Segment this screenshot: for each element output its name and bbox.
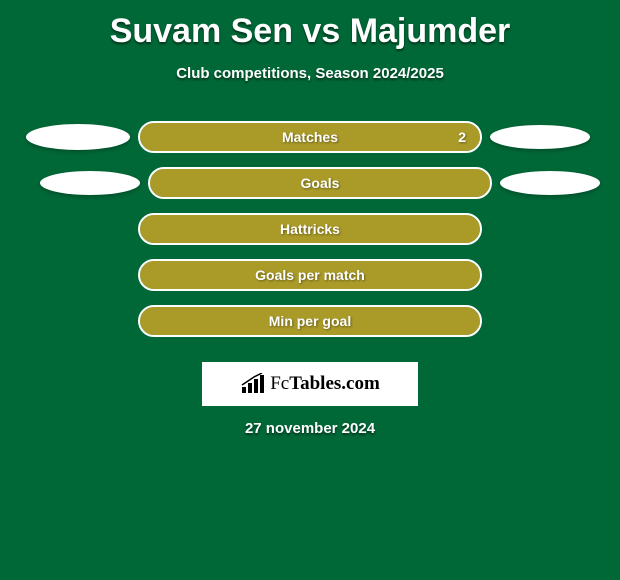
stat-label: Matches bbox=[282, 129, 338, 145]
stat-value: 2 bbox=[458, 129, 466, 145]
stat-label: Goals per match bbox=[255, 267, 365, 283]
logo: FcTables.com bbox=[240, 373, 380, 395]
stat-bar: Goals per match bbox=[140, 261, 480, 289]
subtitle: Club competitions, Season 2024/2025 bbox=[0, 65, 620, 82]
logo-text: FcTables.com bbox=[270, 373, 380, 395]
stat-row-gpm: Goals per match bbox=[0, 252, 620, 298]
stat-bar: Hattricks bbox=[140, 215, 480, 243]
stat-row-matches: Matches 2 bbox=[0, 114, 620, 160]
stat-row-mpg: Min per goal bbox=[0, 298, 620, 344]
stat-bar: Matches 2 bbox=[140, 123, 480, 151]
left-value-oval bbox=[26, 124, 130, 150]
date-label: 27 november 2024 bbox=[0, 420, 620, 437]
stat-bar: Goals bbox=[150, 169, 490, 197]
page-title: Suvam Sen vs Majumder bbox=[0, 0, 620, 51]
logo-box[interactable]: FcTables.com bbox=[202, 362, 418, 406]
stat-label: Goals bbox=[301, 175, 340, 191]
chart-icon bbox=[240, 373, 266, 395]
stat-label: Hattricks bbox=[280, 221, 340, 237]
left-value-oval bbox=[40, 171, 140, 195]
stats-rows: Matches 2 Goals Hattricks Goals per matc… bbox=[0, 114, 620, 344]
stat-row-hattricks: Hattricks bbox=[0, 206, 620, 252]
right-value-oval bbox=[500, 171, 600, 195]
stat-label: Min per goal bbox=[269, 313, 351, 329]
stat-row-goals: Goals bbox=[0, 160, 620, 206]
stat-bar: Min per goal bbox=[140, 307, 480, 335]
right-value-oval bbox=[490, 125, 590, 149]
